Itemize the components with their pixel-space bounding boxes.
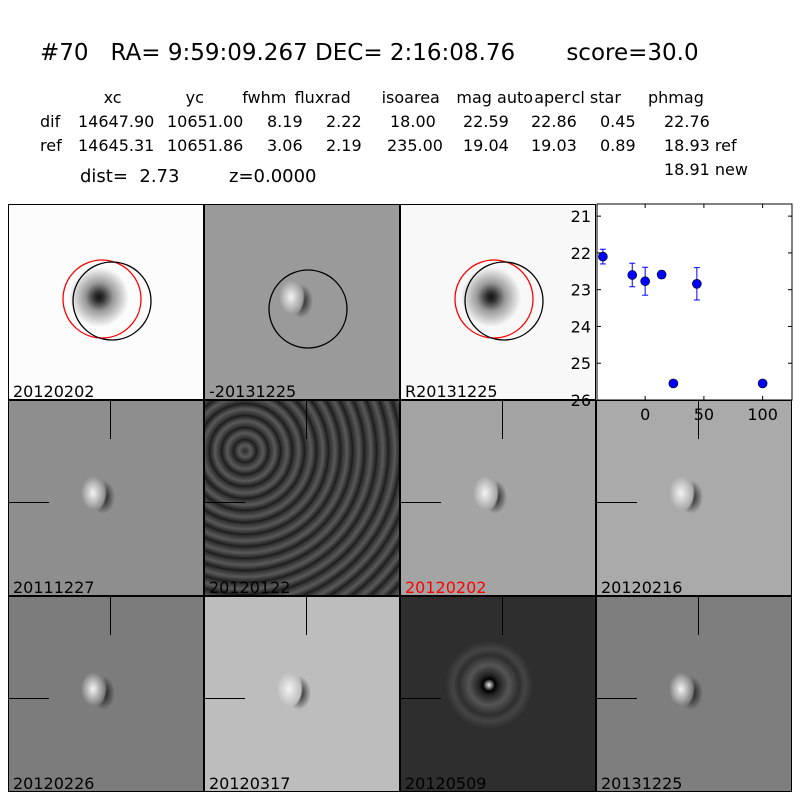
crosshair-horizontal	[9, 502, 49, 503]
data-point	[640, 276, 650, 287]
stamp-date-label: -20131225	[209, 382, 297, 400]
stamp-date-label: 20120509	[405, 774, 487, 792]
table-cell: 0.45	[600, 112, 636, 131]
aperture-circle-red	[62, 259, 142, 339]
column-header: fluxrad	[294, 88, 351, 107]
table-cell: 8.19	[267, 112, 303, 131]
column-header: mag auto	[456, 88, 534, 107]
aperture-circle-red	[454, 259, 534, 339]
aperture-circle-black	[72, 261, 152, 341]
table-cell: 18.93 ref	[664, 136, 737, 155]
column-header: fwhm	[242, 88, 287, 107]
crosshair-vertical	[306, 401, 307, 439]
stamp-date-label: 20120317	[209, 774, 291, 792]
table-cell: 0.89	[600, 136, 636, 155]
table-cell: 22.59	[463, 112, 509, 131]
crosshair-vertical	[698, 401, 699, 439]
crosshair-horizontal	[401, 502, 441, 503]
table-cell: 2.22	[326, 112, 362, 131]
row-label: ref	[40, 136, 62, 155]
table-cell: 2.19	[326, 136, 362, 155]
image-stamp: 20120509	[400, 596, 596, 792]
table-cell: 3.06	[267, 136, 303, 155]
y-tick-label: 26	[571, 391, 591, 410]
image-stamp: 20120226	[8, 596, 204, 792]
data-point	[656, 269, 667, 280]
table-cell: 14647.90	[78, 112, 155, 131]
image-stamp: 20120202	[400, 400, 596, 596]
stamp-date-label: 20120122	[209, 578, 291, 596]
crosshair-vertical	[502, 401, 503, 439]
data-point	[627, 270, 638, 280]
redshift-value: z=0.0000	[229, 166, 317, 187]
crosshair-horizontal	[9, 698, 49, 699]
crosshair-vertical	[306, 597, 307, 635]
stamp-date-label: 20111227	[13, 578, 95, 596]
table-cell: 10651.00	[167, 112, 244, 131]
x-tick-label: 0	[640, 405, 650, 424]
plot-area	[596, 203, 793, 401]
column-header: cl star	[571, 88, 621, 107]
table-cell: 22.76	[664, 112, 710, 131]
crosshair-horizontal	[597, 502, 637, 503]
table-cell: 19.04	[463, 136, 509, 155]
crosshair-horizontal	[401, 698, 441, 699]
image-stamp: 20120202	[8, 204, 204, 400]
phmag-new: 18.91 new	[664, 160, 748, 179]
y-tick-label: 21	[571, 207, 591, 226]
y-tick-label: 24	[571, 317, 591, 336]
crosshair-vertical	[110, 597, 111, 635]
y-tick-label: 23	[571, 281, 591, 300]
y-tick-label: 22	[571, 244, 591, 263]
y-tick-label: 25	[571, 354, 591, 373]
aperture-circle-black	[464, 261, 544, 341]
figure-title: #70 RA= 9:59:09.267 DEC= 2:16:08.76 scor…	[40, 40, 699, 66]
column-header: xc	[103, 88, 122, 107]
stamp-date-label: 20120202	[405, 578, 487, 596]
table-cell: 10651.86	[167, 136, 244, 155]
table-cell: 18.00	[390, 112, 436, 131]
table-cell: 22.86	[531, 112, 577, 131]
light-curve-plot: 21 22 23 24 25 26 0 50 100	[571, 203, 793, 424]
stamp-date-label: R20131225	[405, 382, 498, 400]
data-point	[692, 278, 702, 289]
image-stamp: 20131225	[596, 596, 792, 792]
crosshair-vertical	[502, 597, 503, 635]
image-stamp: 20120317	[204, 596, 400, 792]
data-point	[757, 378, 768, 389]
stamp-date-label: 20120202	[13, 382, 95, 400]
column-header: isoarea	[381, 88, 440, 107]
column-header: phmag	[648, 88, 704, 107]
image-stamp: R20131225	[400, 204, 596, 400]
stamp-date-label: 20131225	[601, 774, 683, 792]
x-tick-label: 50	[694, 405, 714, 424]
table-cell: 19.03	[531, 136, 577, 155]
crosshair-vertical	[698, 597, 699, 635]
x-tick-label: 100	[747, 405, 778, 424]
crosshair-vertical	[110, 401, 111, 439]
stamp-date-label: 20120226	[13, 774, 95, 792]
data-point	[598, 251, 608, 262]
image-stamp: 20111227	[8, 400, 204, 596]
crosshair-horizontal	[205, 698, 245, 699]
image-stamp: -20131225	[204, 204, 400, 400]
crosshair-horizontal	[597, 698, 637, 699]
aperture-circle-black	[268, 269, 348, 349]
column-header: aper	[534, 88, 571, 107]
table-cell: 14645.31	[78, 136, 155, 155]
stamp-date-label: 20120216	[601, 578, 683, 596]
crosshair-horizontal	[205, 502, 245, 503]
dist-value: dist= 2.73	[80, 166, 180, 187]
data-point	[668, 378, 679, 389]
row-label: dif	[40, 112, 61, 131]
column-header: yc	[185, 88, 204, 107]
table-cell: 235.00	[387, 136, 443, 155]
image-stamp: 20120122	[204, 400, 400, 596]
